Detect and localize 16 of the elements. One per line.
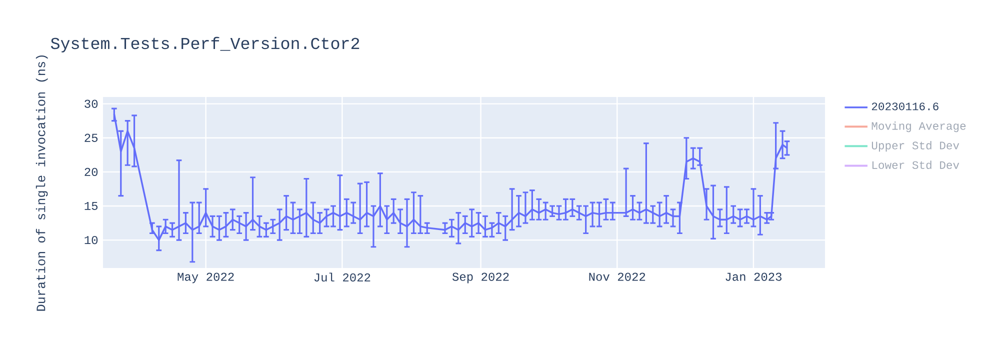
- x-tick-label: May 2022: [178, 272, 234, 284]
- x-tick-label: Nov 2022: [589, 272, 646, 281]
- legend-label: 20230116.6: [872, 102, 938, 110]
- y-tick-label: 30: [84, 100, 98, 108]
- x-tick-label: Jan 2023: [726, 272, 782, 281]
- x-tick-label: Jul 2022: [314, 272, 370, 282]
- y-axis-title: Duration of single invocation (ns): [36, 55, 48, 311]
- legend-label: Upper Std Dev: [872, 141, 960, 152]
- chart-title: System.Tests.Perf_Version.Ctor2: [50, 36, 360, 52]
- x-tick-label: Sep 2022: [452, 272, 509, 284]
- legend-label: Lower Std Dev: [872, 160, 960, 169]
- y-tick-label: 20: [84, 168, 98, 176]
- y-tick-label: 25: [84, 134, 98, 142]
- legend-label: Moving Average: [872, 122, 966, 132]
- y-tick-label: 10: [84, 236, 98, 244]
- y-tick-label: 15: [84, 202, 98, 210]
